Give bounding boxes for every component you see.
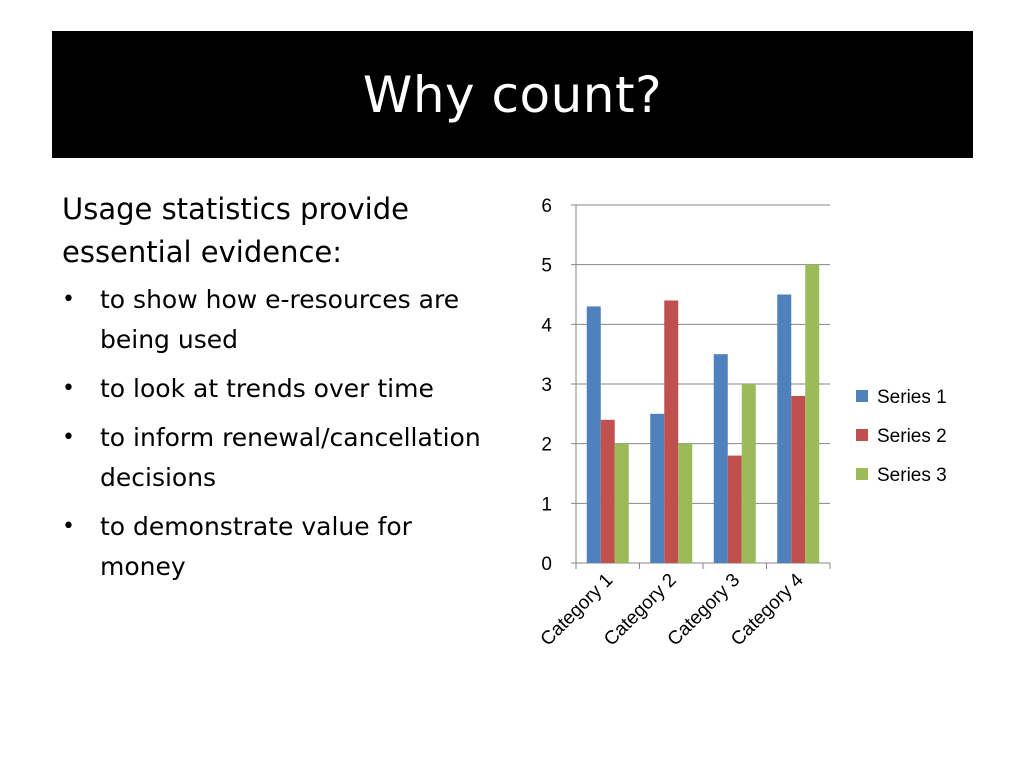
y-tick-label: 3 <box>541 375 552 396</box>
bar <box>727 455 742 563</box>
bar <box>791 395 806 563</box>
legend-label: Series 1 <box>877 387 947 408</box>
bar <box>664 300 679 563</box>
bullet-text: to show how e-resources are being used <box>100 285 460 354</box>
y-tick-label: 4 <box>541 315 552 336</box>
bar <box>741 384 756 563</box>
y-tick-label: 2 <box>541 435 552 456</box>
slide-title: Why count? <box>362 65 663 124</box>
bar <box>600 419 615 563</box>
y-tick-label: 0 <box>541 554 552 575</box>
legend-swatch <box>856 468 868 480</box>
body-text: Usage statistics provide essential evide… <box>62 188 492 596</box>
bullet-dot: • <box>62 287 75 312</box>
bullet-dot: • <box>62 514 75 539</box>
legend-label: Series 3 <box>877 465 947 486</box>
bullet-list: • to show how e-resources are being used … <box>62 280 492 587</box>
bar <box>614 443 629 563</box>
bar <box>586 306 601 563</box>
bullet-text: to demonstrate value for money <box>100 512 412 581</box>
legend-swatch <box>856 390 868 402</box>
y-tick-label: 1 <box>541 494 552 515</box>
bar <box>650 413 665 563</box>
legend-swatch <box>856 429 868 441</box>
y-tick-label: 6 <box>541 196 552 217</box>
legend-label: Series 2 <box>877 426 947 447</box>
bar <box>713 354 728 563</box>
bar <box>805 264 820 563</box>
bullet-item: • to look at trends over time <box>62 369 492 409</box>
title-bar: Why count? <box>52 31 973 158</box>
bullet-dot: • <box>62 376 75 401</box>
bar <box>777 294 792 563</box>
bullet-item: • to show how e-resources are being used <box>62 280 492 360</box>
bar <box>678 443 693 563</box>
bullet-text: to look at trends over time <box>100 374 434 403</box>
bullet-item: • to demonstrate value for money <box>62 507 492 587</box>
bullet-dot: • <box>62 425 75 450</box>
intro-text: Usage statistics provide essential evide… <box>62 192 409 269</box>
bullet-text: to inform renewal/cancellation decisions <box>100 423 481 492</box>
y-tick-label: 5 <box>541 256 552 277</box>
bullet-item: • to inform renewal/cancellation decision… <box>62 418 492 498</box>
